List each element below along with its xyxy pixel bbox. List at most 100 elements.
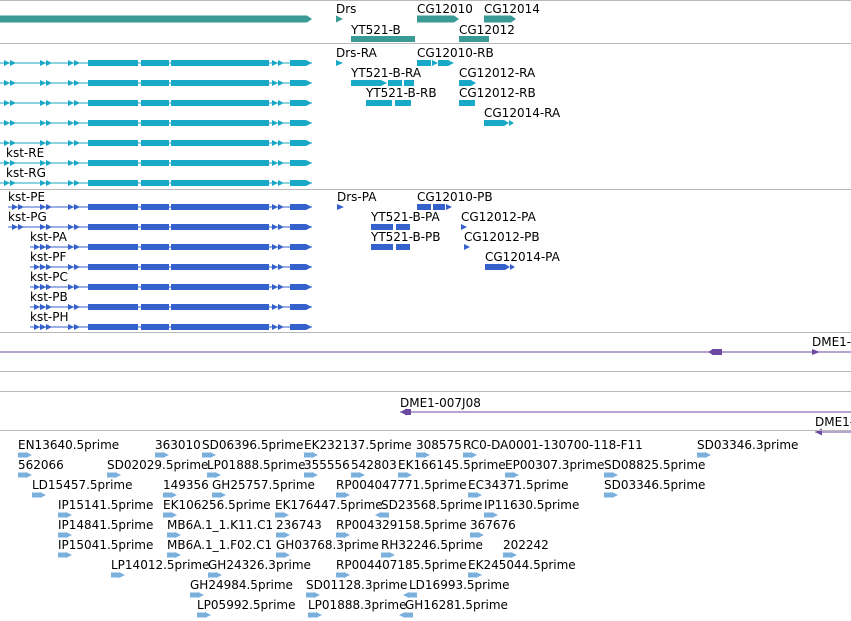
transcript-glyph[interactable]: [336, 60, 343, 66]
protein-label[interactable]: CG12014-PA: [485, 250, 560, 264]
transcript-glyph[interactable]: [306, 160, 312, 166]
protein-glyph[interactable]: [396, 244, 410, 250]
est-glyph[interactable]: [163, 452, 169, 458]
est-label[interactable]: SD02029.5prime: [107, 458, 209, 472]
transcript-glyph[interactable]: [404, 80, 414, 86]
est-label[interactable]: GH24984.5prime: [190, 578, 293, 592]
transcript-glyph[interactable]: [141, 100, 169, 106]
transcript-glyph[interactable]: [141, 60, 169, 66]
transcript-glyph[interactable]: [68, 100, 74, 106]
est-glyph[interactable]: [111, 572, 119, 578]
est-label[interactable]: LP14012.5prime: [111, 558, 210, 572]
est-glyph[interactable]: [359, 472, 365, 478]
transcript-glyph[interactable]: [40, 180, 46, 186]
est-glyph[interactable]: [375, 512, 381, 518]
transcript-glyph[interactable]: [68, 160, 74, 166]
est-label[interactable]: GH03768.3prime: [276, 538, 379, 552]
est-glyph[interactable]: [312, 472, 318, 478]
est-label[interactable]: RH32246.5prime: [381, 538, 483, 552]
est-glyph[interactable]: [484, 512, 492, 518]
est-label[interactable]: SD01128.3prime: [306, 578, 408, 592]
est-label[interactable]: LD15457.5prime: [32, 478, 133, 492]
est-glyph[interactable]: [398, 472, 406, 478]
protein-glyph[interactable]: [34, 264, 40, 270]
est-label[interactable]: GH24326.3prime: [208, 558, 311, 572]
transcript-glyph[interactable]: [74, 180, 80, 186]
est-label[interactable]: 236743: [276, 518, 322, 532]
protein-glyph[interactable]: [290, 244, 306, 250]
transcript-glyph[interactable]: [171, 180, 269, 186]
protein-glyph[interactable]: [34, 304, 40, 310]
transcript-glyph[interactable]: [141, 180, 169, 186]
protein-label[interactable]: kst-PG: [8, 210, 47, 224]
protein-label[interactable]: kst-PA: [30, 230, 67, 244]
protein-glyph[interactable]: [68, 244, 74, 250]
transcript-glyph[interactable]: [459, 80, 471, 86]
est-label[interactable]: 562066: [18, 458, 64, 472]
protein-label[interactable]: YT521-B-PB: [371, 230, 441, 244]
est-label[interactable]: IP11630.5prime: [484, 498, 580, 512]
protein-label[interactable]: CG12012-PA: [461, 210, 536, 224]
est-glyph[interactable]: [470, 532, 478, 538]
protein-glyph[interactable]: [171, 264, 269, 270]
transcript-glyph[interactable]: [74, 120, 80, 126]
est-glyph[interactable]: [284, 532, 290, 538]
gene-label[interactable]: Drs: [336, 2, 357, 16]
transcript-glyph[interactable]: [141, 140, 169, 146]
transcript-label[interactable]: kst-RE: [6, 146, 45, 160]
protein-glyph[interactable]: [306, 324, 312, 330]
protein-glyph[interactable]: [141, 204, 169, 210]
transcript-glyph[interactable]: [272, 140, 278, 146]
protein-glyph[interactable]: [171, 304, 269, 310]
est-glyph[interactable]: [58, 532, 66, 538]
transcript-glyph[interactable]: [74, 60, 80, 66]
protein-glyph[interactable]: [40, 284, 46, 290]
est-glyph[interactable]: [215, 472, 221, 478]
transcript-glyph[interactable]: [272, 60, 278, 66]
transcript-glyph[interactable]: [68, 80, 74, 86]
transcript-glyph[interactable]: [40, 80, 46, 86]
est-label[interactable]: 149356: [163, 478, 209, 492]
est-glyph[interactable]: [167, 552, 175, 558]
protein-glyph[interactable]: [485, 264, 505, 270]
transcript-glyph[interactable]: [74, 160, 80, 166]
protein-glyph[interactable]: [272, 224, 278, 230]
est-glyph[interactable]: [115, 472, 121, 478]
protein-glyph[interactable]: [46, 324, 52, 330]
est-glyph[interactable]: [511, 552, 517, 558]
transcript-glyph[interactable]: [448, 60, 454, 66]
est-glyph[interactable]: [312, 452, 318, 458]
protein-glyph[interactable]: [46, 204, 52, 210]
protein-glyph[interactable]: [46, 244, 52, 250]
est-label[interactable]: MB6A.1_1.F02.C1: [167, 538, 273, 552]
protein-glyph[interactable]: [34, 324, 40, 330]
transcript-glyph[interactable]: [484, 120, 504, 126]
est-glyph[interactable]: [336, 532, 344, 538]
est-glyph[interactable]: [344, 572, 350, 578]
est-glyph[interactable]: [283, 512, 289, 518]
transcript-glyph[interactable]: [74, 140, 80, 146]
protein-glyph[interactable]: [40, 244, 46, 250]
est-glyph[interactable]: [284, 552, 290, 558]
est-glyph[interactable]: [468, 572, 476, 578]
protein-glyph[interactable]: [290, 204, 306, 210]
est-glyph[interactable]: [476, 492, 482, 498]
transcript-glyph[interactable]: [46, 80, 52, 86]
clone-label[interactable]: DME1-: [812, 335, 851, 349]
transcript-glyph[interactable]: [4, 80, 10, 86]
est-glyph[interactable]: [18, 452, 26, 458]
est-glyph[interactable]: [308, 612, 316, 618]
transcript-glyph[interactable]: [278, 80, 284, 86]
transcript-label[interactable]: YT521-B-RA: [351, 66, 422, 80]
protein-glyph[interactable]: [40, 224, 46, 230]
transcript-glyph[interactable]: [10, 100, 16, 106]
protein-glyph[interactable]: [68, 264, 74, 270]
transcript-glyph[interactable]: [278, 160, 284, 166]
protein-glyph[interactable]: [46, 284, 52, 290]
transcript-glyph[interactable]: [4, 180, 10, 186]
est-label[interactable]: 308575: [416, 438, 462, 452]
est-glyph[interactable]: [344, 492, 350, 498]
est-glyph[interactable]: [405, 612, 413, 618]
protein-glyph[interactable]: [88, 204, 138, 210]
gene-label[interactable]: CG12010: [417, 2, 473, 16]
